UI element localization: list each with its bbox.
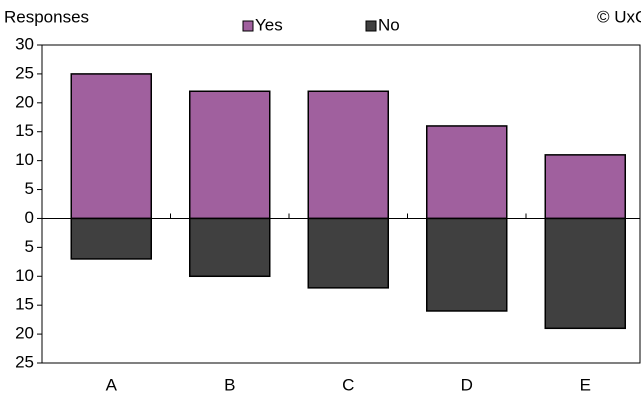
bar: [544, 217, 626, 330]
bar: [70, 217, 152, 260]
y-tick-label: 5: [25, 237, 34, 256]
y-tick-label: 30: [15, 34, 34, 53]
y-tick-label: 15: [15, 121, 34, 140]
legend-swatch: [365, 20, 377, 32]
y-tick-label: 5: [25, 179, 34, 198]
x-tick-label: C: [342, 375, 354, 394]
y-axis-label: Responses: [4, 7, 89, 26]
y-tick-label: 25: [15, 63, 34, 82]
x-tick-label: E: [580, 375, 591, 394]
x-tick-label: A: [106, 375, 118, 394]
bar: [189, 90, 271, 220]
bar: [426, 217, 508, 312]
y-tick-label: 20: [15, 92, 34, 111]
x-tick-label: B: [224, 375, 235, 394]
bar: [189, 217, 271, 278]
x-tick-label: D: [461, 375, 473, 394]
y-tick-label: 25: [15, 352, 34, 371]
legend-label: No: [378, 15, 400, 34]
y-tick-label: 10: [15, 150, 34, 169]
legend-swatch: [242, 20, 254, 32]
y-tick-label: 0: [25, 208, 34, 227]
y-tick-label: 10: [15, 266, 34, 285]
bar: [307, 90, 389, 220]
plot-frame: [41, 44, 641, 364]
bar: [544, 154, 626, 220]
y-tick-label: 15: [15, 295, 34, 314]
bar: [307, 217, 389, 289]
legend-label: Yes: [255, 15, 283, 34]
bar: [426, 125, 508, 220]
annotation: © UxC: [597, 7, 641, 26]
bar: [70, 73, 152, 220]
y-tick-label: 20: [15, 324, 34, 343]
